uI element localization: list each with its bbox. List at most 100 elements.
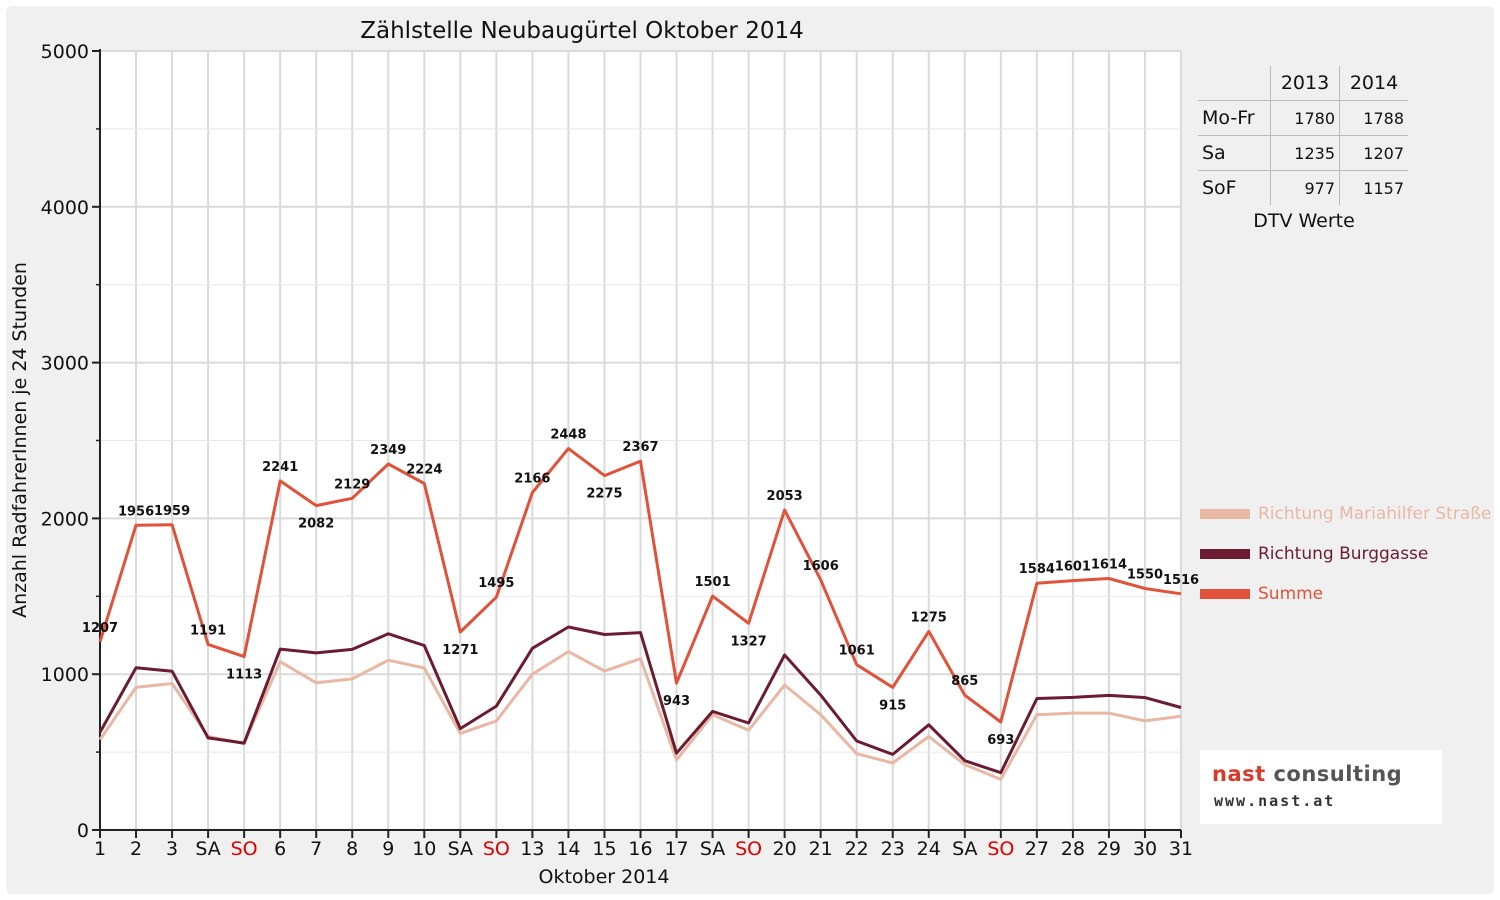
data-label: 1191 bbox=[190, 623, 226, 638]
x-tick-label: 16 bbox=[628, 838, 652, 860]
x-tick-label: SO bbox=[483, 838, 510, 860]
data-label: 1959 bbox=[154, 504, 190, 519]
data-label: 1207 bbox=[82, 621, 118, 636]
data-labels: 1207 1956 1959 1191 1113 2241 2082 2129 23492224… bbox=[82, 428, 1199, 748]
data-label: 915 bbox=[879, 698, 906, 713]
x-tick-label: 14 bbox=[556, 838, 580, 860]
x-tick-label: 7 bbox=[310, 838, 322, 860]
data-label: 1614 bbox=[1091, 558, 1127, 573]
y-tick-label: 4000 bbox=[41, 197, 89, 219]
x-tick-label: 9 bbox=[382, 838, 394, 860]
y-tick-label: 3000 bbox=[41, 353, 89, 375]
y-tick-label: 5000 bbox=[41, 41, 89, 63]
dtv-value-2013: 1235 bbox=[1270, 135, 1340, 171]
dtv-caption: DTV Werte bbox=[1253, 210, 1355, 232]
x-tick-label: 10 bbox=[412, 838, 436, 860]
dtv-value-2014: 1207 bbox=[1339, 135, 1408, 171]
data-label: 2349 bbox=[370, 443, 406, 458]
x-tick-label: 15 bbox=[592, 838, 616, 860]
grid-lines bbox=[100, 50, 1182, 831]
dtv-row-sa: Sa 1235 1207 bbox=[1198, 135, 1408, 171]
logo-wordmark: nast consulting bbox=[1212, 762, 1402, 786]
data-label: 2053 bbox=[767, 489, 803, 504]
y-tick-label: 2000 bbox=[41, 508, 89, 530]
x-tick-label: 28 bbox=[1061, 838, 1085, 860]
logo-wordmark-nast: nast bbox=[1212, 762, 1266, 786]
data-label: 2129 bbox=[334, 477, 370, 492]
dtv-header-row: 2013 2014 bbox=[1198, 66, 1408, 101]
y-tick-label: 1000 bbox=[41, 664, 89, 686]
legend-item-burggasse: Richtung Burggasse bbox=[1200, 534, 1491, 574]
dtv-value-2014: 1157 bbox=[1339, 170, 1408, 205]
data-label: 1275 bbox=[911, 610, 947, 625]
data-label: 2166 bbox=[514, 472, 550, 487]
x-tick-label: 2 bbox=[130, 838, 142, 860]
dtv-row-label: SoF bbox=[1202, 177, 1237, 199]
x-tick-label: 8 bbox=[346, 838, 358, 860]
series-line-mariahilfer bbox=[98, 650, 1182, 781]
data-label: 693 bbox=[987, 733, 1014, 748]
x-tick-label: 13 bbox=[520, 838, 544, 860]
dtv-row-label: Mo-Fr bbox=[1198, 100, 1271, 136]
series-line-summe bbox=[98, 447, 1182, 724]
x-axis-label: Oktober 2014 bbox=[539, 866, 670, 888]
data-label: 2275 bbox=[586, 487, 622, 502]
series-lines bbox=[98, 447, 1182, 781]
data-label: 1501 bbox=[694, 575, 730, 590]
x-tick-label: 3 bbox=[166, 838, 178, 860]
x-tick-label: SO bbox=[987, 838, 1014, 860]
dtv-value-2014: 1788 bbox=[1339, 100, 1408, 136]
chart-title: Zählstelle Neubaugürtel Oktober 2014 bbox=[360, 18, 803, 44]
legend-swatch-summe bbox=[1200, 589, 1250, 599]
legend-item-mariahilfer: Richtung Mariahilfer Straße bbox=[1200, 494, 1491, 534]
x-tick-label: SA bbox=[700, 838, 725, 860]
dtv-row-sof: SoF 977 1157 bbox=[1198, 170, 1408, 205]
dtv-row-label: Sa bbox=[1198, 135, 1271, 171]
y-tick-label: 0 bbox=[77, 820, 89, 842]
dtv-row-mo-fr: Mo-Fr 1780 1788 bbox=[1198, 100, 1408, 136]
legend-swatch-mariahilfer bbox=[1200, 509, 1250, 519]
data-label: 2082 bbox=[298, 517, 334, 532]
logo-wordmark-consulting: consulting bbox=[1265, 762, 1403, 786]
legend-label-burggasse: Richtung Burggasse bbox=[1258, 544, 1429, 564]
dtv-header-2014: 2014 bbox=[1339, 66, 1408, 101]
x-tick-label: 24 bbox=[917, 838, 941, 860]
data-label: 1495 bbox=[478, 576, 514, 591]
x-tick-label: 30 bbox=[1133, 838, 1157, 860]
x-tick-label: SO bbox=[735, 838, 762, 860]
legend-label-mariahilfer: Richtung Mariahilfer Straße bbox=[1258, 504, 1492, 524]
data-label: 1327 bbox=[731, 634, 767, 649]
legend-swatch-burggasse bbox=[1200, 549, 1250, 559]
data-label: 2448 bbox=[550, 428, 586, 443]
data-label: 1516 bbox=[1163, 573, 1199, 588]
x-tick-label: 31 bbox=[1169, 838, 1193, 860]
legend-item-summe: Summe bbox=[1200, 574, 1491, 614]
data-label: 2367 bbox=[622, 440, 658, 455]
data-label: 1113 bbox=[226, 668, 262, 683]
x-tick-label: 22 bbox=[845, 838, 869, 860]
x-tick-label: 6 bbox=[274, 838, 286, 860]
data-label: 1584 bbox=[1019, 562, 1055, 577]
data-label: 1550 bbox=[1127, 568, 1163, 583]
data-label: 1061 bbox=[839, 644, 875, 659]
data-label: 865 bbox=[951, 674, 978, 689]
x-tick-label: 20 bbox=[773, 838, 797, 860]
x-tick-label: 29 bbox=[1097, 838, 1121, 860]
y-axis-label: Anzahl RadfahrerInnen je 24 Stunden bbox=[9, 262, 31, 618]
x-tick-label: 21 bbox=[809, 838, 833, 860]
nast-consulting-logo: nast consulting www.nast.at bbox=[1200, 750, 1442, 824]
legend-label-summe: Summe bbox=[1258, 584, 1324, 604]
data-label: 943 bbox=[663, 694, 690, 709]
logo-url: www.nast.at bbox=[1214, 792, 1336, 810]
dtv-header-blank bbox=[1198, 66, 1271, 101]
dtv-value-2013: 1780 bbox=[1270, 100, 1340, 136]
x-tick-label: 23 bbox=[881, 838, 905, 860]
x-tick-label: SA bbox=[952, 838, 977, 860]
dtv-table: 2013 2014 Mo-Fr 1780 1788 Sa 1235 1207 S… bbox=[1198, 66, 1408, 205]
x-tick-label: 17 bbox=[664, 838, 688, 860]
x-tick-label: SA bbox=[195, 838, 220, 860]
chart-legend: Richtung Mariahilfer Straße Richtung Bur… bbox=[1200, 494, 1491, 614]
dtv-value-2013: 977 bbox=[1270, 170, 1340, 205]
